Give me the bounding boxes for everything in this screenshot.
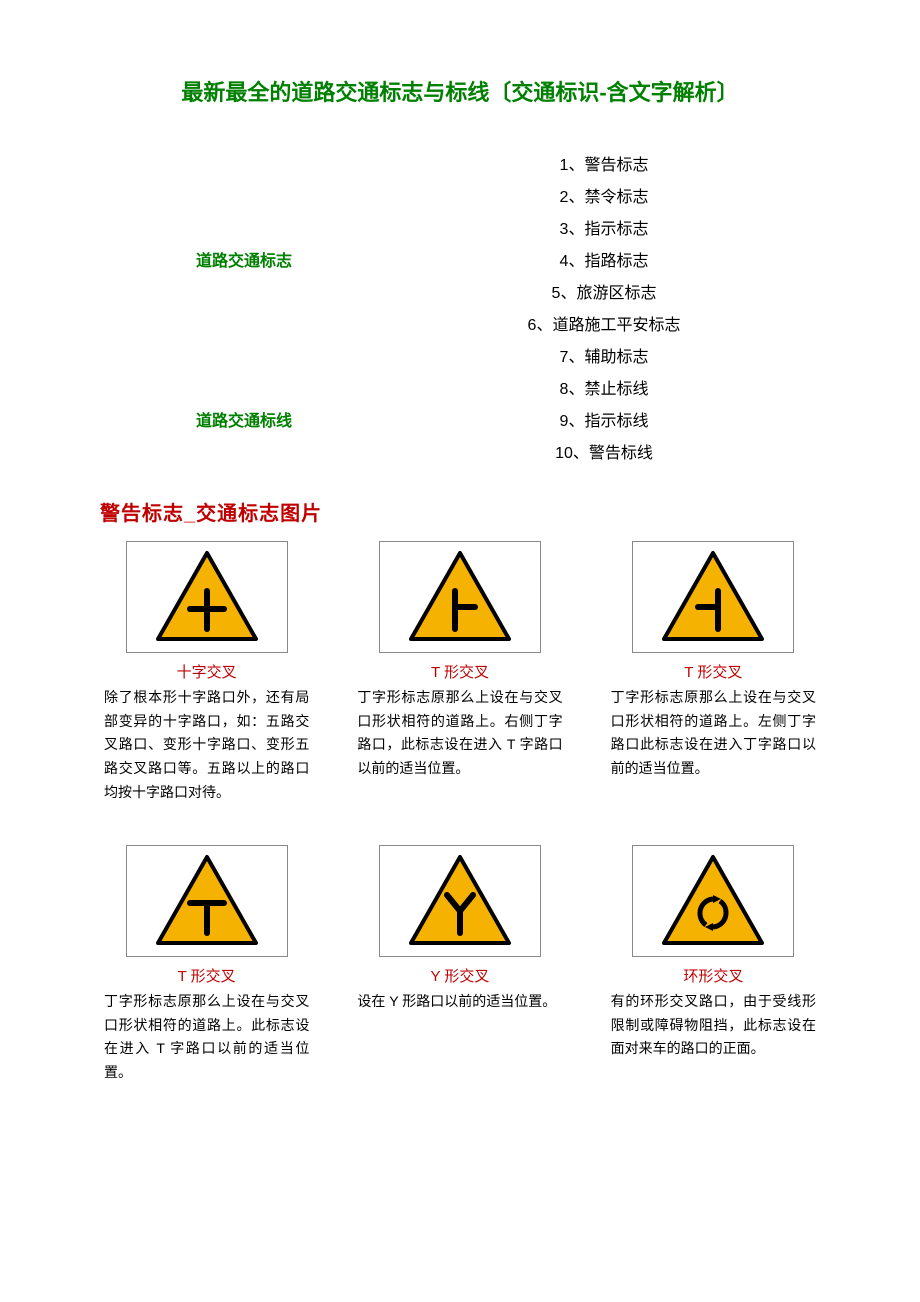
sign-frame [379,541,541,653]
sign-desc: 设在 Y 形路口以前的适当位置。 [353,990,566,1014]
page-title: 最新最全的道路交通标志与标线〔交通标识-含文字解析〕 [100,75,820,107]
sign-name: 十字交叉 [100,661,313,682]
warning-triangle-icon [152,853,262,948]
toc-left-1: 道路交通标志 [100,147,388,371]
sign-name: T 形交叉 [353,661,566,682]
sign-grid: 十字交叉 除了根本形十字路口外，还有局部变异的十字路口，如：五路交叉路口、变形十… [100,541,820,1085]
sign-desc: 有的环形交叉路口，由于受线形限制或障碍物阻挡，此标志设在面对来车的路口的正面。 [607,990,820,1061]
toc-item-1: 1、警告标志 [388,147,820,179]
toc-item-2: 2、禁令标志 [388,179,820,211]
toc-item-7: 7、辅助标志 [388,339,820,371]
sign-frame [126,541,288,653]
sign-desc: 丁字形标志原那么上设在与交叉口形状相符的道路上。左侧丁字路口此标志设在进入丁字路… [607,686,820,781]
sign-frame [632,541,794,653]
warning-triangle-icon [152,549,262,644]
toc-left-2: 道路交通标线 [100,371,388,467]
toc-item-5: 5、旅游区标志 [388,275,820,307]
sign-desc: 丁字形标志原那么上设在与交叉口形状相符的道路上。此标志设在进入 T 字路口以前的… [100,990,313,1085]
toc-item-8: 8、禁止标线 [388,371,820,403]
sign-cell: T 形交叉 丁字形标志原那么上设在与交叉口形状相符的道路上。左侧丁字路口此标志设… [607,541,820,805]
warning-triangle-icon [658,549,768,644]
sign-desc: 丁字形标志原那么上设在与交叉口形状相符的道路上。右侧丁字路口，此标志设在进入 T… [353,686,566,781]
toc-item-4: 4、指路标志 [388,243,820,275]
toc-item-10: 10、警告标线 [388,435,820,467]
sign-name: 环形交叉 [607,965,820,986]
sign-desc: 除了根本形十字路口外，还有局部变异的十字路口，如：五路交叉路口、变形十字路口、变… [100,686,313,805]
toc-table: 道路交通标志 1、警告标志 2、禁令标志 3、指示标志 4、指路标志 5、旅游区… [100,147,820,467]
sign-frame [632,845,794,957]
section-title: 警告标志_交通标志图片 [100,497,820,526]
toc-item-6: 6、道路施工平安标志 [388,307,820,339]
toc-item-9: 9、指示标线 [388,403,820,435]
sign-frame [379,845,541,957]
toc-item-3: 3、指示标志 [388,211,820,243]
sign-cell: T 形交叉 丁字形标志原那么上设在与交叉口形状相符的道路上。右侧丁字路口，此标志… [353,541,566,805]
sign-name: T 形交叉 [100,965,313,986]
sign-name: T 形交叉 [607,661,820,682]
sign-cell: 十字交叉 除了根本形十字路口外，还有局部变异的十字路口，如：五路交叉路口、变形十… [100,541,313,805]
warning-triangle-icon [405,549,515,644]
warning-triangle-icon [658,853,768,948]
sign-cell: Y 形交叉 设在 Y 形路口以前的适当位置。 [353,845,566,1085]
sign-cell: 环形交叉 有的环形交叉路口，由于受线形限制或障碍物阻挡，此标志设在面对来车的路口… [607,845,820,1085]
sign-name: Y 形交叉 [353,965,566,986]
warning-triangle-icon [405,853,515,948]
sign-frame [126,845,288,957]
sign-cell: T 形交叉 丁字形标志原那么上设在与交叉口形状相符的道路上。此标志设在进入 T … [100,845,313,1085]
